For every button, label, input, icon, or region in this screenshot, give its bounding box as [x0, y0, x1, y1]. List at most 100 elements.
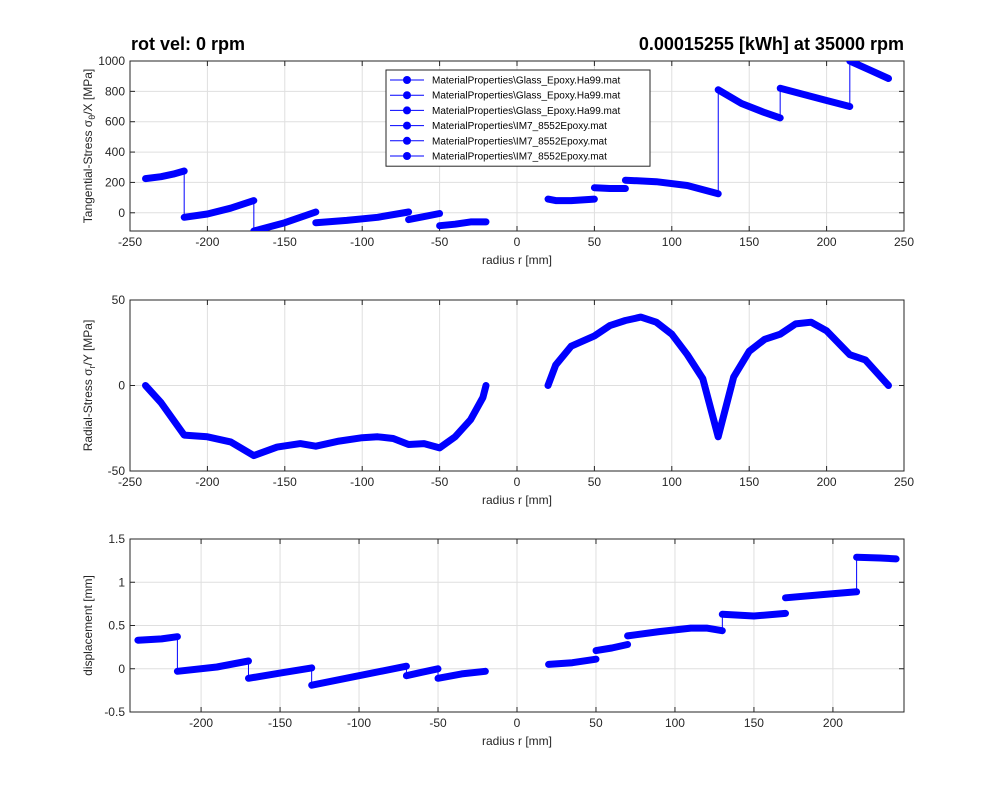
y-axis-label: Radial-Stress σr/Y [MPa]: [81, 320, 97, 452]
y-axis-label: displacement [mm]: [81, 575, 95, 676]
y-axis-label-tail: /X [MPa]: [81, 69, 95, 115]
x-tick-label: 200: [817, 235, 837, 249]
y-tick-label: 1: [118, 575, 125, 589]
x-tick-label: 100: [665, 716, 685, 730]
legend-entry-label: MaterialProperties\Glass_Epoxy.Ha99.mat: [432, 76, 620, 87]
x-tick-label: 200: [817, 475, 837, 489]
data-series-segment: [592, 641, 632, 655]
y-tick-label: 1000: [98, 54, 125, 68]
x-axis-label: radius r [mm]: [482, 734, 552, 748]
legend-marker: [403, 91, 411, 100]
data-series-segment: [245, 664, 316, 682]
x-tick-label: -200: [189, 716, 213, 730]
y-axis-label-subscript: θ: [87, 115, 97, 120]
data-series-segment: [308, 662, 410, 689]
legend-box: [385, 69, 651, 167]
x-tick-label: -150: [268, 716, 292, 730]
data-series-segment: [718, 609, 789, 620]
data-series-segment: [544, 313, 892, 441]
legend-entry-label: MaterialProperties\Glass_Epoxy.Ha99.mat: [432, 106, 620, 117]
x-axis-label: radius r [mm]: [482, 253, 552, 267]
data-series-segment: [776, 84, 854, 110]
x-tick-label: -50: [431, 235, 449, 249]
radial-stress-axes: -250 -200 -150 -100 -50 0 50 100 150 200 250 -50 0 50…: [81, 293, 914, 507]
x-tick-label: -50: [431, 475, 449, 489]
x-tick-label: -50: [429, 716, 447, 730]
x-tick-label: -250: [118, 475, 142, 489]
x-tick-label: 150: [744, 716, 764, 730]
data-series-segment: [590, 184, 629, 192]
data-series-segment: [436, 218, 490, 230]
plot-area: [142, 313, 892, 460]
legend-entry-label: MaterialProperties\Glass_Epoxy.Ha99.mat: [432, 91, 620, 102]
x-tick-label: 0: [514, 716, 521, 730]
x-tick-label: 250: [894, 235, 914, 249]
data-series-segment: [782, 588, 861, 602]
y-axis-label-tail: /Y [MPa]: [81, 320, 95, 366]
data-series-segment: [142, 167, 188, 183]
legend: MaterialProperties\Glass_Epoxy.Ha99.mat M…: [385, 69, 651, 167]
y-tick-label: 0: [118, 662, 125, 676]
y-axis-label: Tangential-Stress σθ/X [MPa]: [81, 69, 97, 223]
data-series-segment: [180, 197, 258, 221]
data-series-segment: [312, 208, 413, 227]
y-axis-label-main: Tangential-Stress σ: [81, 119, 95, 223]
data-series-segment: [624, 624, 726, 640]
x-tick-label: 200: [823, 716, 843, 730]
figure-title-right: 0.00015255 [kWh] at 35000 rpm: [639, 34, 904, 54]
legend-entry-label: MaterialProperties\IM7_8552Epoxy.mat: [432, 136, 607, 147]
x-tick-label: 50: [589, 716, 603, 730]
x-tick-label: 100: [662, 475, 682, 489]
figure-title-left: rot vel: 0 rpm: [131, 34, 245, 54]
x-tick-label: -100: [350, 235, 374, 249]
y-tick-label: 0: [118, 379, 125, 393]
legend-marker: [403, 106, 411, 115]
x-tick-label: -200: [195, 235, 219, 249]
y-tick-label: 50: [112, 293, 126, 307]
displacement-axes: -200 -150 -100 -50 0 50 100 150 200 -0.5 0 0.5 1 1.5 r…: [81, 532, 905, 748]
data-series-segment: [142, 382, 490, 460]
legend-entry-label: MaterialProperties\IM7_8552Epoxy.mat: [432, 152, 607, 163]
plot-area: [142, 61, 892, 231]
y-tick-label: 0.5: [108, 619, 125, 633]
x-tick-label: 150: [739, 475, 759, 489]
x-tick-label: -200: [195, 475, 219, 489]
data-series-segment: [434, 667, 489, 682]
data-series-segment: [621, 176, 722, 198]
y-tick-label: 400: [105, 145, 125, 159]
x-tick-label: -150: [273, 475, 297, 489]
x-tick-label: 100: [662, 235, 682, 249]
x-tick-label: 50: [588, 235, 602, 249]
y-tick-label: 0: [118, 206, 125, 220]
legend-marker: [403, 136, 411, 145]
x-tick-label: -100: [347, 716, 371, 730]
data-series-segment: [545, 655, 600, 668]
x-tick-label: 50: [588, 475, 602, 489]
y-axis-label-main: Radial-Stress σ: [81, 368, 95, 451]
y-tick-label: 1.5: [108, 532, 125, 546]
x-tick-label: -250: [118, 235, 142, 249]
y-axis-label-subscript: r: [87, 366, 97, 369]
data-series-segment: [846, 61, 892, 82]
y-tick-label: -0.5: [104, 705, 125, 719]
legend-marker: [403, 152, 411, 160]
legend-marker: [403, 121, 411, 130]
data-series-segment: [544, 195, 598, 205]
data-series-segment: [714, 86, 784, 122]
data-series-segment: [173, 657, 252, 675]
data-series-segment: [853, 553, 900, 563]
x-tick-label: 150: [739, 235, 759, 249]
y-tick-label: 800: [105, 84, 125, 98]
x-axis-label: radius r [mm]: [482, 493, 552, 507]
data-series-segment: [402, 665, 442, 680]
y-tick-label: -50: [108, 464, 126, 478]
y-tick-label: 600: [105, 115, 125, 129]
y-tick-label: 200: [105, 175, 125, 189]
legend-marker: [403, 76, 411, 84]
x-tick-label: 0: [514, 235, 521, 249]
plot-area: [134, 553, 900, 689]
data-series-segment: [134, 633, 181, 644]
data-series-segment: [250, 208, 320, 231]
x-tick-label: 250: [894, 475, 914, 489]
